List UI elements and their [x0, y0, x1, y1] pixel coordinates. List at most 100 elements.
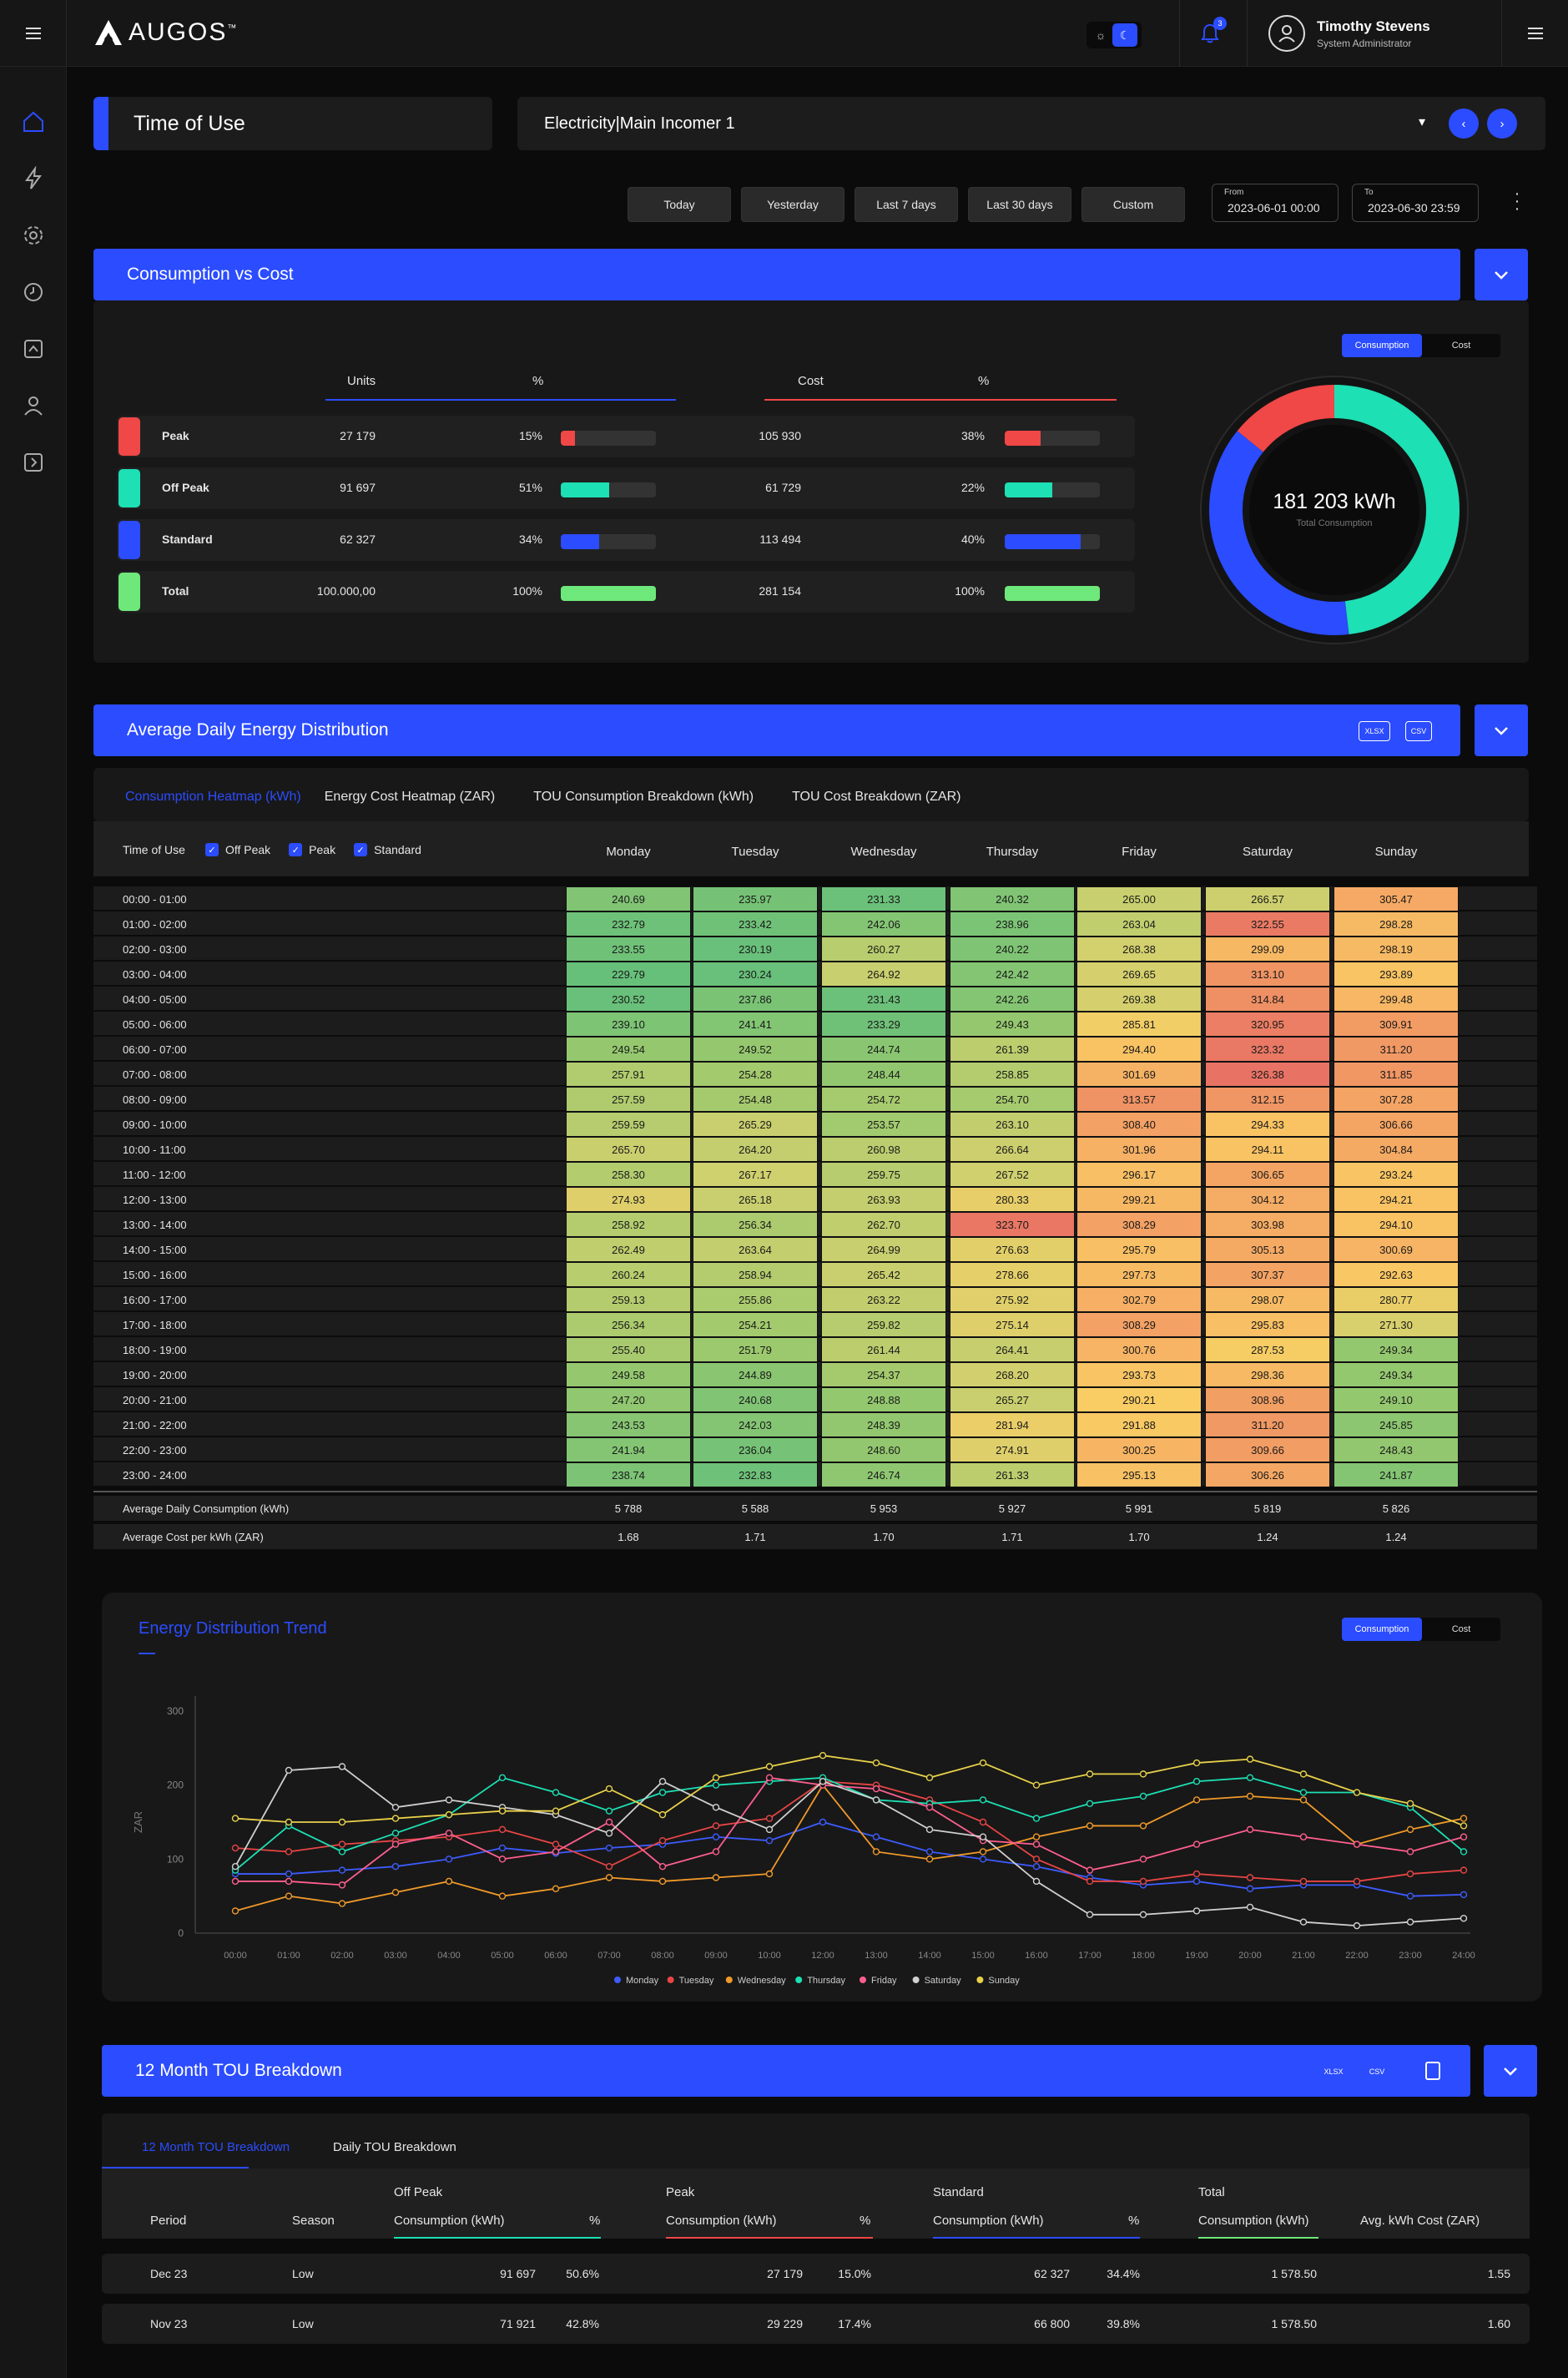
data-point-tuesday[interactable] — [1086, 1877, 1094, 1886]
data-point-sunday[interactable] — [1086, 1770, 1094, 1778]
table-row[interactable]: Nov 23 Low 71 921 42.8% 29 229 17.4% 66 800 39.… — [102, 2304, 1530, 2344]
data-point-saturday[interactable] — [445, 1796, 453, 1804]
peak-checkbox[interactable]: ✓ Peak — [289, 843, 335, 856]
data-point-sunday[interactable] — [979, 1759, 987, 1767]
data-point-wednesday[interactable] — [498, 1892, 507, 1900]
avatar[interactable] — [1268, 15, 1305, 52]
data-point-tuesday[interactable] — [552, 1840, 560, 1848]
data-point-thursday[interactable] — [552, 1789, 560, 1796]
legend-label-saturday[interactable]: Saturday — [925, 1976, 962, 1986]
sun-icon[interactable]: ☼ — [1095, 28, 1107, 42]
to-date-value[interactable]: 2023-06-30 23:59 — [1368, 201, 1460, 215]
data-point-wednesday[interactable] — [979, 1848, 987, 1855]
data-point-friday[interactable] — [1299, 1833, 1308, 1840]
data-point-wednesday[interactable] — [285, 1892, 293, 1900]
data-point-wednesday[interactable] — [1086, 1822, 1094, 1830]
moon-icon[interactable]: ☾ — [1112, 23, 1137, 47]
data-point-monday[interactable] — [979, 1855, 987, 1863]
data-point-monday[interactable] — [1406, 1892, 1414, 1900]
data-point-tuesday[interactable] — [1406, 1870, 1414, 1878]
consumption-toggle-button[interactable]: Consumption — [1342, 334, 1422, 357]
data-point-thursday[interactable] — [1246, 1774, 1254, 1782]
data-point-monday[interactable] — [445, 1855, 453, 1863]
data-point-wednesday[interactable] — [872, 1848, 880, 1855]
data-point-friday[interactable] — [712, 1848, 720, 1855]
data-point-monday[interactable] — [1192, 1877, 1201, 1886]
data-point-saturday[interactable] — [1246, 1903, 1254, 1911]
data-point-sunday[interactable] — [285, 1818, 293, 1826]
data-point-monday[interactable] — [338, 1866, 346, 1874]
data-point-thursday[interactable] — [1032, 1815, 1041, 1822]
data-point-friday[interactable] — [658, 1863, 667, 1871]
data-point-thursday[interactable] — [338, 1848, 346, 1855]
data-point-sunday[interactable] — [552, 1807, 560, 1815]
data-point-thursday[interactable] — [658, 1789, 667, 1796]
donut-toggle[interactable]: Consumption Cost — [1342, 334, 1500, 357]
data-point-thursday[interactable] — [1086, 1800, 1094, 1808]
data-point-sunday[interactable] — [658, 1810, 667, 1819]
data-point-friday[interactable] — [765, 1774, 774, 1782]
data-point-friday[interactable] — [1406, 1848, 1414, 1855]
data-point-thursday[interactable] — [1139, 1792, 1147, 1800]
data-point-saturday[interactable] — [1032, 1877, 1041, 1886]
data-point-monday[interactable] — [872, 1833, 880, 1840]
data-point-friday[interactable] — [1192, 1840, 1201, 1848]
data-point-sunday[interactable] — [872, 1759, 880, 1767]
user-menu[interactable]: Timothy Stevens System Administrator — [1268, 15, 1430, 52]
data-point-monday[interactable] — [1246, 1885, 1254, 1892]
data-point-thursday[interactable] — [498, 1774, 507, 1782]
data-point-wednesday[interactable] — [338, 1900, 346, 1907]
data-point-wednesday[interactable] — [391, 1889, 400, 1896]
data-point-sunday[interactable] — [1032, 1781, 1041, 1789]
data-point-friday[interactable] — [872, 1785, 880, 1793]
legend-label-sunday[interactable]: Sunday — [988, 1976, 1020, 1986]
data-point-saturday[interactable] — [1086, 1911, 1094, 1919]
data-point-saturday[interactable] — [712, 1804, 720, 1811]
data-point-wednesday[interactable] — [765, 1870, 774, 1878]
legend-label-friday[interactable]: Friday — [871, 1976, 897, 1986]
data-point-friday[interactable] — [1032, 1840, 1041, 1848]
data-point-thursday[interactable] — [1299, 1789, 1308, 1796]
data-point-sunday[interactable] — [765, 1763, 774, 1770]
meter-select-value[interactable]: Electricity|Main Incomer 1 — [544, 114, 735, 133]
data-point-monday[interactable] — [285, 1870, 293, 1878]
data-point-sunday[interactable] — [498, 1807, 507, 1815]
data-point-saturday[interactable] — [1299, 1918, 1308, 1926]
data-point-thursday[interactable] — [391, 1830, 400, 1837]
data-point-saturday[interactable] — [1353, 1921, 1361, 1930]
legend-label-monday[interactable]: Monday — [626, 1976, 659, 1986]
data-point-tuesday[interactable] — [498, 1825, 507, 1834]
trend-toggle[interactable]: Consumption Cost — [1342, 1618, 1500, 1641]
data-point-tuesday[interactable] — [765, 1815, 774, 1822]
data-point-saturday[interactable] — [925, 1825, 934, 1834]
meter-selector[interactable]: Electricity|Main Incomer 1 ▾ ‹ › — [517, 97, 1545, 150]
data-point-wednesday[interactable] — [925, 1855, 934, 1863]
data-point-wednesday[interactable] — [712, 1874, 720, 1881]
data-point-saturday[interactable] — [391, 1804, 400, 1811]
gear-icon[interactable] — [20, 222, 47, 249]
data-point-monday[interactable] — [819, 1818, 827, 1826]
data-point-monday[interactable] — [712, 1833, 720, 1840]
tab-daily-tou[interactable]: Daily TOU Breakdown — [333, 2140, 456, 2154]
data-point-monday[interactable] — [391, 1863, 400, 1871]
data-point-saturday[interactable] — [605, 1830, 613, 1837]
export-xlsx-button[interactable]: XLSX — [1359, 721, 1390, 741]
data-point-friday[interactable] — [338, 1881, 346, 1889]
data-point-saturday[interactable] — [765, 1825, 774, 1834]
legend-label-thursday[interactable]: Thursday — [807, 1976, 845, 1986]
data-point-saturday[interactable] — [338, 1763, 346, 1770]
chart-icon[interactable] — [20, 336, 47, 362]
logo[interactable]: AUGOS™ — [93, 18, 238, 47]
data-point-monday[interactable] — [1460, 1891, 1468, 1899]
export-xlsx-button[interactable]: XLSX — [1318, 2060, 1349, 2083]
data-point-friday[interactable] — [1353, 1840, 1361, 1848]
data-point-wednesday[interactable] — [605, 1874, 613, 1881]
data-point-saturday[interactable] — [872, 1796, 880, 1804]
data-point-sunday[interactable] — [1246, 1755, 1254, 1763]
menu-icon[interactable] — [1501, 0, 1568, 67]
data-point-wednesday[interactable] — [552, 1885, 560, 1892]
data-point-tuesday[interactable] — [1246, 1874, 1254, 1881]
yesterday-button[interactable]: Yesterday — [741, 187, 845, 222]
data-point-monday[interactable] — [498, 1844, 507, 1852]
collapse-button[interactable] — [1475, 249, 1528, 300]
